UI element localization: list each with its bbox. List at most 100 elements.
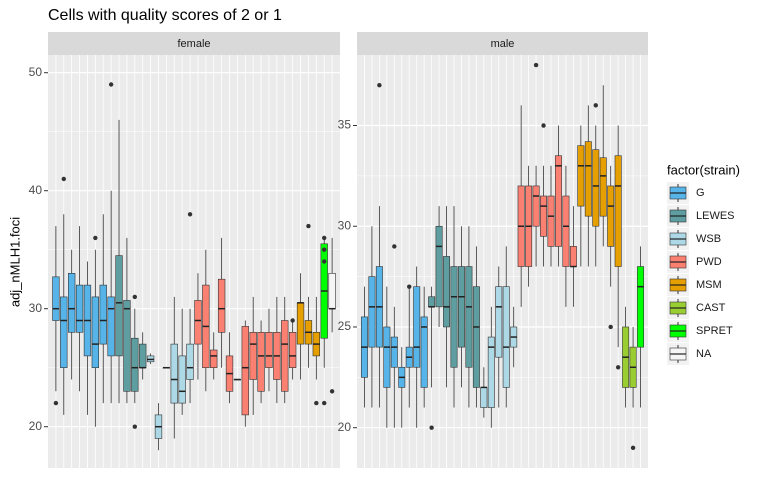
y-tick-label: 50 xyxy=(29,65,43,79)
outlier xyxy=(322,235,327,241)
box xyxy=(178,355,186,404)
box xyxy=(241,326,249,416)
box xyxy=(443,256,451,328)
box xyxy=(210,349,218,369)
legend-label: SPRET xyxy=(696,325,733,337)
outlier xyxy=(93,235,98,241)
outlier xyxy=(608,324,613,330)
box xyxy=(368,276,376,348)
box xyxy=(420,316,428,388)
legend-label: LEWES xyxy=(696,210,735,222)
y-tick-label: 30 xyxy=(29,301,43,315)
box xyxy=(328,272,336,309)
panel-bg xyxy=(48,55,340,468)
strip-label: male xyxy=(491,38,515,50)
y-tick-label: 25 xyxy=(338,319,352,333)
box xyxy=(217,278,226,333)
box xyxy=(502,286,510,388)
box xyxy=(614,155,622,267)
chart-title: Cells with quality scores of 2 or 1 xyxy=(48,7,282,24)
box xyxy=(637,266,645,348)
box xyxy=(562,195,570,267)
legend-label: CAST xyxy=(696,302,726,314)
box xyxy=(540,195,548,237)
legend-label: MSM xyxy=(696,279,722,291)
y-tick-label: 20 xyxy=(338,420,352,434)
box xyxy=(450,266,458,368)
y-tick-label: 40 xyxy=(29,183,43,197)
box xyxy=(91,296,100,368)
outlier xyxy=(407,284,412,289)
outlier xyxy=(593,103,598,108)
box xyxy=(554,155,562,247)
box xyxy=(480,387,488,408)
box xyxy=(123,300,131,392)
box xyxy=(599,157,607,217)
y-axis-label: adj_nMLH1.foci xyxy=(7,217,22,307)
box xyxy=(465,266,473,368)
box xyxy=(170,343,178,404)
box xyxy=(249,331,257,380)
box xyxy=(288,331,297,368)
outlier xyxy=(322,400,327,406)
y-tick-label: 35 xyxy=(338,118,352,132)
y-tick-label: 20 xyxy=(29,419,43,433)
strip xyxy=(48,32,340,55)
box xyxy=(584,141,592,217)
box xyxy=(60,296,68,368)
box xyxy=(186,343,194,380)
box xyxy=(265,331,273,368)
box xyxy=(435,225,443,308)
box xyxy=(569,246,577,267)
outlier xyxy=(377,83,382,88)
outlier xyxy=(322,247,327,252)
box xyxy=(457,266,465,348)
outlier xyxy=(290,318,295,323)
legend-label: WSB xyxy=(696,233,721,245)
box xyxy=(257,331,265,392)
outlier xyxy=(306,223,311,229)
outlier xyxy=(314,400,319,406)
legend-title: factor(strain) xyxy=(667,162,740,177)
box xyxy=(383,326,391,388)
box xyxy=(390,336,398,368)
panel-bg xyxy=(357,55,648,468)
box xyxy=(139,343,147,369)
outlier xyxy=(615,365,621,370)
outlier xyxy=(187,212,193,217)
outlier xyxy=(541,123,546,128)
box xyxy=(115,255,123,357)
box xyxy=(547,195,555,247)
outlier xyxy=(108,82,114,87)
box xyxy=(68,272,76,333)
strip xyxy=(357,32,648,55)
box xyxy=(75,284,84,333)
outlier xyxy=(53,400,59,406)
strip-label: female xyxy=(177,38,210,50)
outlier xyxy=(533,62,539,68)
box xyxy=(592,149,600,227)
outlier xyxy=(630,445,636,451)
box xyxy=(472,286,480,388)
box xyxy=(495,286,503,358)
outlier xyxy=(329,389,335,394)
outlier xyxy=(429,425,434,430)
box xyxy=(99,284,107,345)
box xyxy=(532,185,540,227)
legend-label: G xyxy=(696,187,705,199)
outlier xyxy=(61,176,66,182)
outlier xyxy=(392,244,397,249)
legend-label: NA xyxy=(696,348,712,360)
outlier xyxy=(132,424,138,429)
box xyxy=(296,302,305,345)
box xyxy=(413,286,421,368)
box xyxy=(107,296,115,357)
legend-label: PWD xyxy=(696,256,722,268)
box xyxy=(194,300,202,345)
y-tick-label: 30 xyxy=(338,218,352,232)
box xyxy=(607,185,615,247)
box xyxy=(428,296,436,308)
box xyxy=(52,276,60,321)
box xyxy=(131,337,139,392)
